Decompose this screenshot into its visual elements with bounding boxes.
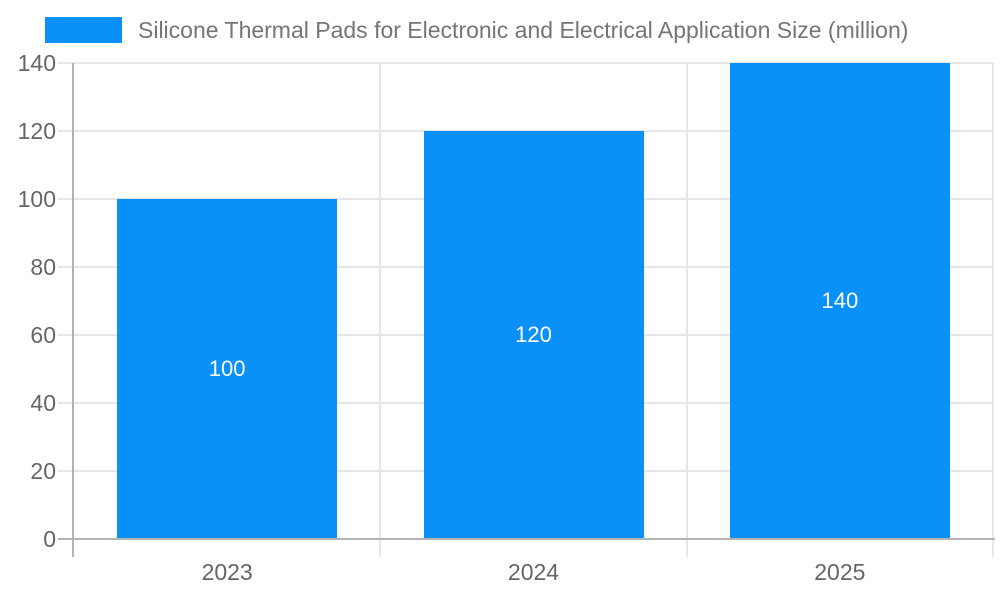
y-tick-label: 80 [30,254,56,280]
chart-legend: Silicone Thermal Pads for Electronic and… [45,14,908,46]
bar-2023-text: 100 [208,356,246,381]
bar-2025-text: 140 [821,288,859,313]
h-gridline [58,62,993,64]
y-tick-label: 20 [30,458,56,484]
v-gridline [379,63,382,557]
v-gridline [685,63,688,557]
y-tick-label: 60 [30,322,56,348]
y-tick-label: 40 [30,390,56,416]
y-tick-label: 120 [17,118,56,144]
y-axis-line [72,63,74,557]
bar-2024-text: 120 [515,322,552,347]
bar-2025: 140 [729,63,950,539]
chart-title: Silicone Thermal Pads for Electronic and… [138,16,909,43]
y-tick-label: 100 [17,186,56,212]
x-tick-label-2023: 2023 [201,559,253,585]
y-tick-label: 140 [17,50,56,76]
bar-2024: 120 [423,131,644,539]
x-tick-label-2024: 2024 [507,559,560,585]
y-tick-label: 0 [43,526,56,552]
v-gridline [992,63,994,557]
x-tick-label-2025: 2025 [814,559,866,585]
x-axis-line [58,538,995,540]
legend-swatch [45,17,122,43]
bar-2023: 100 [117,199,338,539]
